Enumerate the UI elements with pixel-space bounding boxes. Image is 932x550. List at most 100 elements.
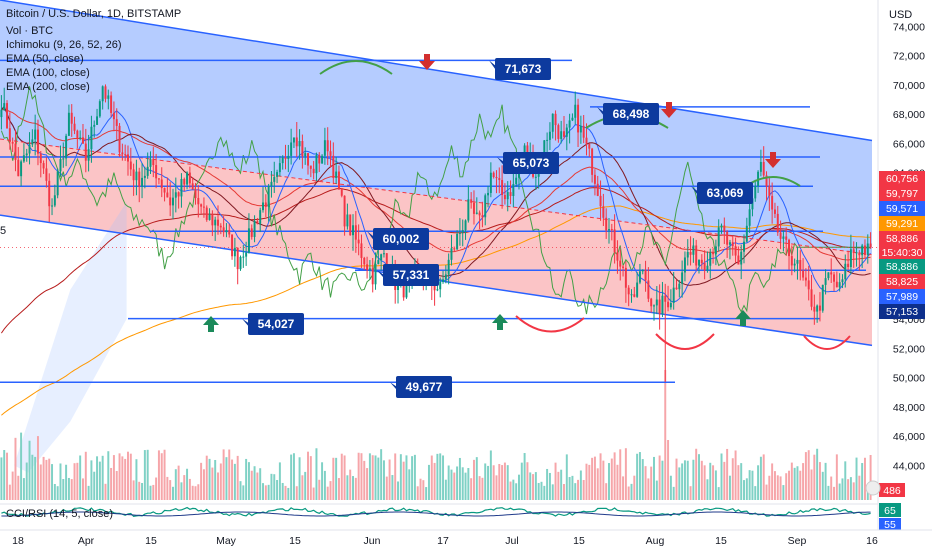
price-tag	[879, 186, 925, 201]
volume-bar	[374, 455, 377, 500]
volume-bar	[262, 483, 264, 500]
candle-body	[59, 159, 62, 172]
price-tick-label: 74,000	[893, 21, 925, 33]
volume-bar	[17, 475, 20, 500]
volume-bar	[793, 467, 796, 500]
candle-body	[17, 159, 20, 177]
volume-bar	[472, 459, 475, 500]
indicator-ema-200[interactable]: EMA (200, close)	[6, 81, 90, 93]
volume-bar	[405, 455, 408, 500]
candle-body	[262, 202, 264, 211]
candle-body	[402, 278, 405, 298]
volume-bar	[169, 480, 172, 500]
time-tick-label: 15	[145, 535, 157, 547]
volume-bar	[242, 485, 245, 500]
volume-bar	[456, 466, 459, 500]
volume-bar	[413, 454, 416, 500]
candle-body	[73, 123, 76, 131]
volume-bar	[585, 463, 588, 500]
volume-bar	[869, 454, 872, 500]
volume-bar	[776, 475, 779, 500]
volume-bar	[259, 468, 262, 500]
candle-body	[385, 253, 388, 271]
volume-bar	[802, 463, 805, 500]
volume-bar	[278, 462, 281, 500]
volume-bar	[287, 487, 290, 500]
volume-bar	[371, 455, 374, 500]
price-tick-label: 72,000	[893, 51, 925, 63]
volume-bar	[96, 456, 99, 500]
candle-body	[487, 192, 490, 196]
volume-bar	[557, 471, 560, 500]
candle-body	[858, 252, 861, 256]
candle-body	[495, 176, 498, 179]
volume-bar	[782, 485, 785, 500]
volume-bar	[841, 478, 844, 500]
volume-bar	[658, 455, 661, 500]
candle-body	[188, 172, 191, 184]
candle-body	[112, 112, 115, 120]
oscillator-title[interactable]: CCI/RSI (14, 5, close)	[6, 508, 113, 520]
currency-label[interactable]: USD	[889, 9, 912, 21]
candle-body	[647, 280, 650, 299]
volume-bar	[804, 452, 807, 500]
candle-body	[717, 227, 720, 247]
volume-bar	[20, 432, 23, 500]
candle-body	[157, 178, 160, 180]
volume-bar	[346, 475, 349, 500]
time-axis-ticks[interactable]: 18 Apr 15 May 15 Jun 17 Jul 15 Aug 15 Sep 16	[12, 535, 878, 547]
candle-body	[264, 202, 267, 207]
volume-bar	[34, 456, 37, 500]
candle-body	[726, 231, 729, 245]
volume-bar	[197, 484, 200, 500]
volume-bar	[765, 484, 768, 500]
volume-bar	[292, 453, 295, 500]
volume-bar	[48, 458, 51, 500]
candle-body	[186, 172, 189, 185]
candle-body	[67, 112, 70, 136]
candle-body	[231, 234, 234, 257]
candle-body	[245, 252, 248, 257]
left-edge-label: 5	[0, 225, 6, 237]
volume-bar	[202, 469, 205, 500]
volume-bar	[31, 454, 34, 500]
indicator-volume[interactable]: Vol · BTC	[6, 25, 53, 37]
volume-bar	[200, 462, 203, 500]
candle-body	[51, 205, 54, 207]
volume-bar	[208, 458, 211, 500]
volume-bar	[284, 485, 287, 500]
candle-body	[596, 183, 599, 196]
volume-bar	[22, 478, 25, 500]
candle-body	[714, 246, 717, 255]
volume-bar	[25, 462, 28, 500]
candle-body	[762, 161, 765, 176]
indicator-ema-100[interactable]: EMA (100, close)	[6, 67, 90, 79]
volume-bar	[858, 475, 861, 500]
volume-bar	[191, 485, 194, 500]
candle-body	[211, 214, 214, 226]
candle-body	[740, 251, 743, 265]
volume-bar	[180, 482, 183, 500]
candle-body	[796, 259, 799, 264]
channel-upper-line	[0, 0, 873, 142]
volume-bar	[622, 476, 625, 500]
volume-bar	[256, 472, 259, 500]
volume-bar	[152, 484, 155, 500]
volume-bar	[205, 455, 208, 500]
volume-bar	[93, 471, 96, 500]
candle-body	[155, 165, 158, 179]
volume-bar	[250, 470, 253, 500]
candle-body	[149, 159, 152, 167]
volume-bar	[143, 450, 146, 500]
candle-body	[79, 137, 82, 139]
symbol-title[interactable]: Bitcoin / U.S. Dollar, 1D, BITSTAMP	[6, 8, 181, 20]
indicator-ichimoku[interactable]: Ichimoku (9, 26, 52, 26)	[6, 39, 122, 51]
candle-body	[298, 141, 301, 147]
candle-body	[667, 301, 670, 308]
candle-body	[799, 259, 802, 271]
price-tag	[879, 289, 925, 304]
indicator-ema-50[interactable]: EMA (50, close)	[6, 53, 84, 65]
candle-body	[253, 221, 256, 237]
candle-body	[110, 95, 113, 113]
